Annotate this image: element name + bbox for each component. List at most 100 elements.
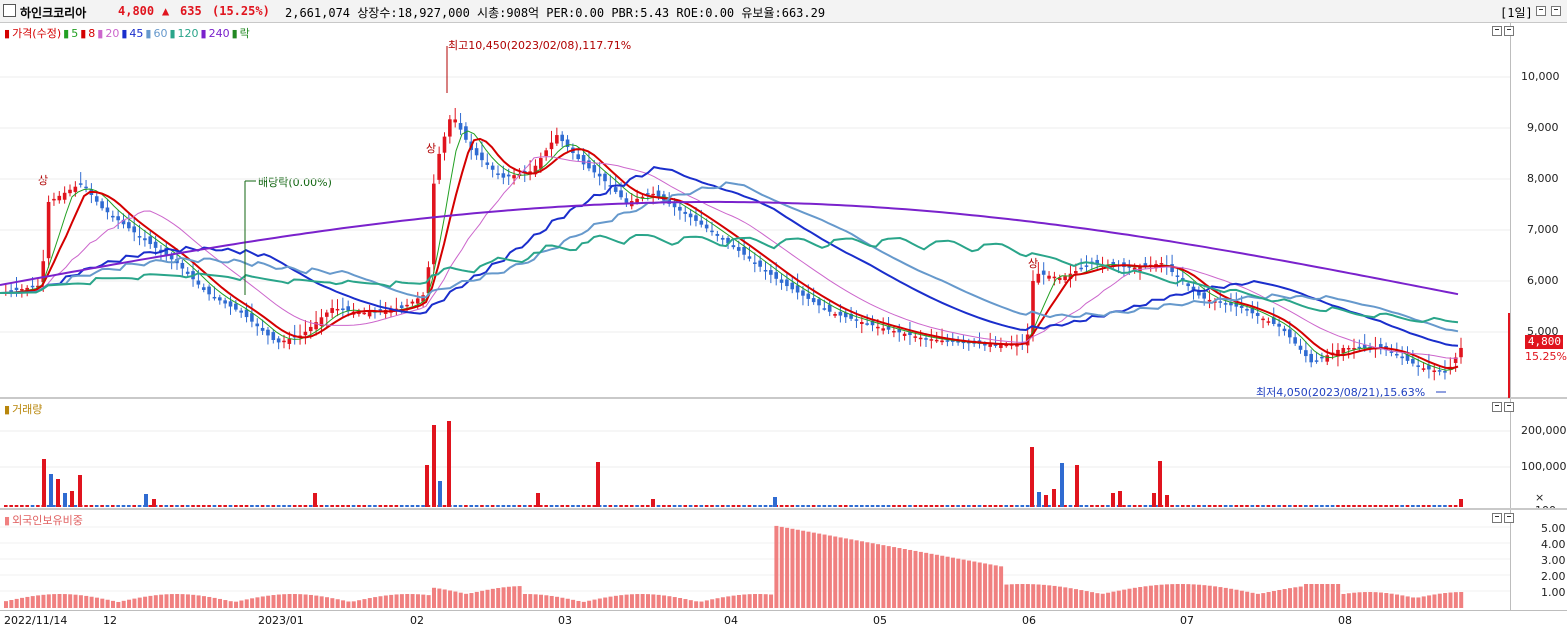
foreign-bar: [940, 555, 945, 608]
foreign-bar: [1400, 595, 1405, 608]
volume-bar: [849, 505, 853, 507]
candle: [1293, 337, 1297, 344]
volume-tick: 100,000: [1521, 460, 1567, 473]
candle: [1389, 351, 1394, 353]
price-pane-close-icon[interactable]: [1504, 26, 1514, 36]
close-icon[interactable]: [1551, 6, 1561, 16]
pane-divider[interactable]: [0, 397, 1567, 399]
legend-item[interactable]: 가격(수정): [12, 27, 62, 40]
volume-bar: [549, 505, 554, 507]
candle: [223, 300, 227, 304]
price-tick: 5,000: [1527, 325, 1559, 338]
candle: [512, 175, 516, 179]
candle: [619, 190, 623, 198]
volume-bar: [196, 505, 201, 507]
volume-bar: [84, 505, 88, 507]
volume-bar: [843, 505, 848, 507]
foreign-tick: 4.00: [1541, 538, 1566, 551]
legend-marker: ▮: [200, 27, 207, 40]
volume-bar: [432, 425, 436, 507]
foreign-bar: [464, 593, 469, 608]
volume-bar: [1416, 505, 1420, 507]
foreign-pane-max-icon[interactable]: [1492, 513, 1502, 523]
foreign-bar: [1341, 593, 1346, 608]
candle: [367, 312, 372, 317]
volume-bar: [244, 505, 249, 507]
period-selector[interactable]: [1일]: [1500, 6, 1533, 20]
current-price: 4,800: [118, 4, 155, 18]
legend-item[interactable]: 45: [129, 27, 144, 40]
price-pane[interactable]: [0, 23, 1510, 398]
legend-item[interactable]: 5: [71, 27, 79, 40]
volume-pane-max-icon[interactable]: [1492, 402, 1502, 412]
volume-bar: [587, 505, 591, 507]
candle: [111, 215, 115, 218]
volume-legend-label: 거래량: [12, 403, 43, 416]
foreign-bar: [1282, 589, 1287, 608]
volume-bar: [63, 493, 67, 507]
legend-item[interactable]: 120: [177, 27, 199, 40]
volume-bar: [999, 505, 1003, 507]
volume-bar: [287, 505, 292, 507]
date-label: 06: [1022, 614, 1036, 627]
legend-item[interactable]: 240: [208, 27, 230, 40]
foreign-bar: [432, 587, 436, 608]
candle: [453, 119, 457, 123]
candle: [255, 323, 260, 327]
volume-bar: [512, 505, 516, 507]
candle: [132, 226, 136, 233]
candle: [993, 344, 998, 346]
volume-tick: 200,000: [1521, 424, 1567, 437]
foreign-bar: [405, 594, 410, 608]
stock-name[interactable]: 하인크코리아: [20, 6, 87, 20]
foreign-pane-close-icon[interactable]: [1504, 513, 1514, 523]
volume-bar: [1084, 505, 1089, 507]
volume-bar: [469, 505, 474, 507]
candle: [694, 215, 698, 221]
candle: [1250, 307, 1255, 314]
volume-bar: [415, 505, 420, 507]
foreign-bar: [501, 587, 506, 608]
volume-bar: [983, 505, 987, 507]
foreign-bar: [1330, 584, 1335, 608]
candle: [715, 233, 720, 236]
foreign-bar: [175, 594, 180, 608]
candle: [613, 187, 618, 192]
candle: [827, 304, 832, 312]
legend-item[interactable]: 8: [88, 27, 96, 40]
volume-bar: [1186, 505, 1190, 507]
volume-bar: [201, 505, 206, 507]
legend-item[interactable]: 20: [105, 27, 120, 40]
select-checkbox[interactable]: [3, 4, 16, 17]
foreign-bar: [94, 597, 99, 608]
volume-bar: [694, 505, 698, 507]
volume-pane[interactable]: [0, 399, 1510, 509]
volume-bar: [742, 505, 746, 507]
candle: [62, 192, 67, 200]
ma20-line: [0, 156, 1458, 359]
candle: [1031, 281, 1035, 334]
candle: [1421, 368, 1426, 370]
foreign-bar: [565, 598, 570, 608]
candle: [480, 152, 484, 161]
volume-bar: [1175, 505, 1180, 507]
volume-bar: [191, 505, 195, 507]
legend-item[interactable]: 락: [239, 27, 250, 40]
restore-icon[interactable]: [1536, 6, 1546, 16]
candle: [474, 148, 479, 156]
volume-pane-close-icon[interactable]: [1504, 402, 1514, 412]
volume-bar: [20, 505, 24, 507]
pane-divider[interactable]: [0, 508, 1567, 510]
volume-bar: [1330, 505, 1335, 507]
foreign-bar: [1352, 592, 1357, 608]
foreign-bar: [945, 556, 950, 608]
volume-bar: [25, 505, 29, 507]
candle: [833, 313, 837, 316]
foreign-bar: [1084, 591, 1089, 608]
candle: [801, 290, 805, 296]
volume-bar: [1389, 505, 1394, 507]
volume-bar: [132, 505, 136, 507]
price-pane-max-icon[interactable]: [1492, 26, 1502, 36]
foreign-bar: [25, 596, 30, 608]
legend-item[interactable]: 60: [153, 27, 168, 40]
